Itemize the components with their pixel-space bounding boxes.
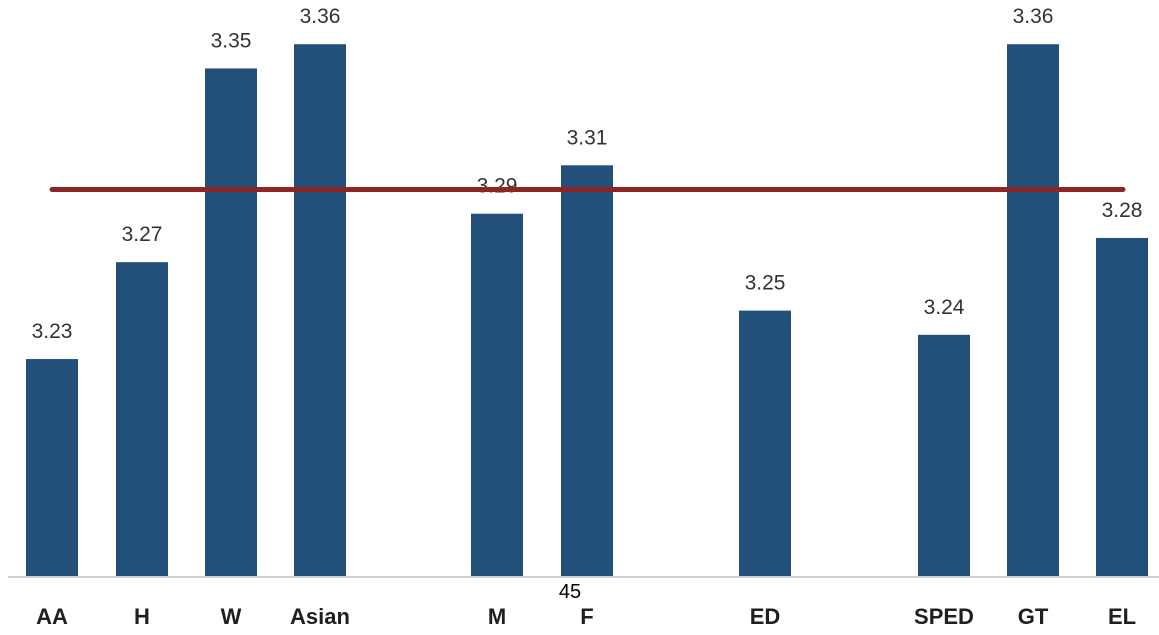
- category-label-f: F: [580, 604, 593, 629]
- bar-gt: [1007, 44, 1059, 577]
- bar-asian: [294, 44, 346, 577]
- value-label-f: 3.31: [567, 126, 608, 149]
- bar-h: [116, 262, 168, 577]
- category-label-gt: GT: [1018, 604, 1049, 629]
- category-label-aa: AA: [36, 604, 68, 629]
- value-label-m: 3.29: [477, 175, 518, 198]
- value-label-el: 3.28: [1102, 199, 1143, 222]
- bar-sped: [918, 334, 970, 577]
- bar-aa: [26, 359, 78, 577]
- bar-w: [205, 68, 257, 577]
- category-label-sped: SPED: [914, 604, 974, 629]
- value-label-sped: 3.24: [924, 296, 965, 319]
- value-label-w: 3.35: [211, 29, 252, 52]
- category-label-m: M: [488, 604, 506, 629]
- bar-ed: [739, 310, 791, 577]
- category-label-ed: ED: [750, 604, 781, 629]
- category-label-el: EL: [1108, 604, 1136, 629]
- category-label-asian: Asian: [290, 604, 350, 629]
- category-label-h: H: [134, 604, 150, 629]
- value-label-ed: 3.25: [745, 272, 786, 295]
- value-label-asian: 3.36: [300, 5, 341, 28]
- value-label-aa: 3.23: [32, 320, 73, 343]
- bar-m: [471, 213, 523, 577]
- value-labels: 3.23 3.27 3.35 3.36 3.29 3.31 3.25 3.24 3.36 3.28: [32, 5, 1143, 343]
- value-label-gt: 3.36: [1013, 5, 1054, 28]
- bars: [26, 44, 1148, 577]
- bar-el: [1096, 237, 1148, 577]
- bar-f: [561, 165, 613, 577]
- category-labels: AA H W Asian M F ED SPED GT EL: [36, 604, 1136, 629]
- value-label-h: 3.27: [122, 223, 163, 246]
- page-number: 45: [559, 581, 581, 603]
- category-label-w: W: [221, 604, 242, 629]
